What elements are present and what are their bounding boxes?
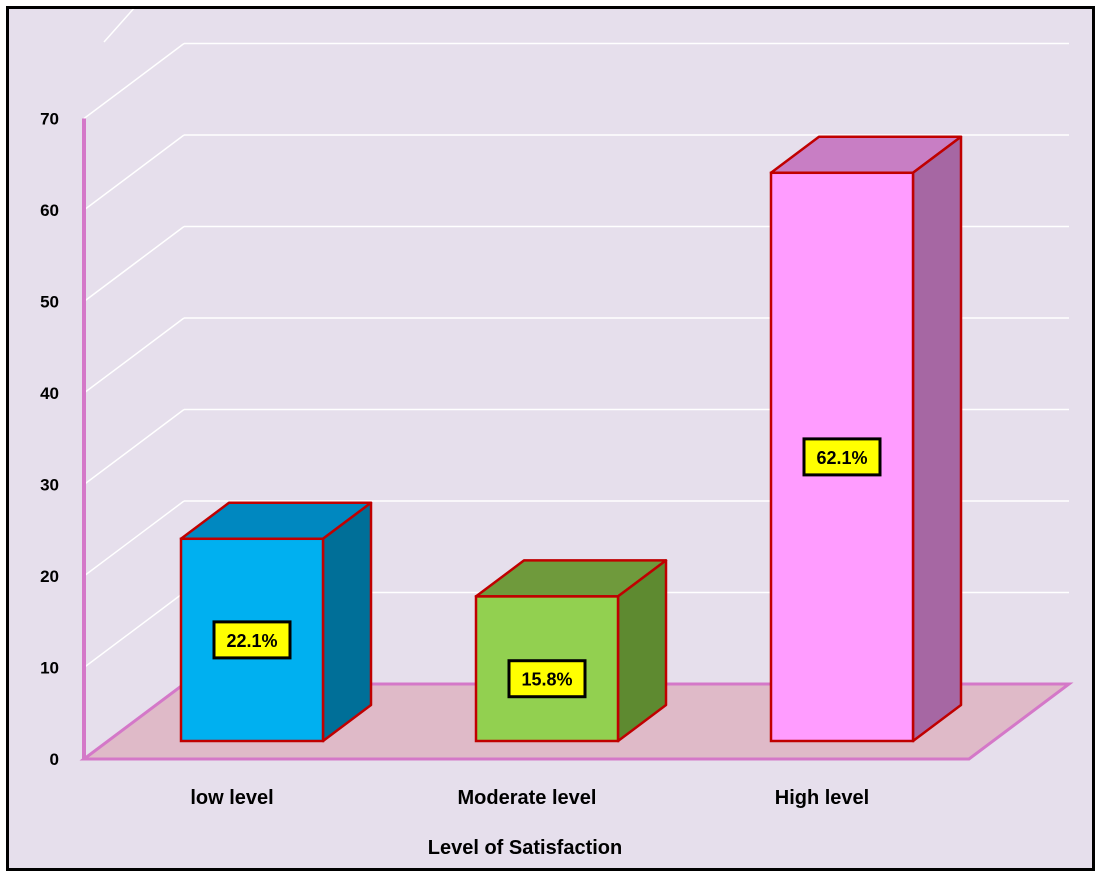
gridline-diagonal bbox=[83, 500, 185, 577]
bar bbox=[474, 559, 668, 743]
data-label: 15.8% bbox=[507, 659, 587, 699]
y-axis: 0 10 20 30 40 50 60 70 bbox=[40, 110, 86, 769]
bar bbox=[769, 135, 963, 743]
bar-side-face bbox=[911, 135, 963, 743]
gridline-diagonal bbox=[103, 9, 135, 43]
y-tick-label: 10 bbox=[40, 659, 59, 678]
y-tick-label: 30 bbox=[40, 476, 59, 495]
x-axis-labels: low level Moderate level High level bbox=[190, 787, 869, 809]
y-tick-label: 70 bbox=[40, 110, 59, 129]
gridline-diagonal bbox=[83, 42, 185, 120]
gridline-diagonal bbox=[83, 591, 185, 669]
x-tick-label: low level bbox=[190, 787, 273, 809]
data-label-box bbox=[507, 659, 587, 699]
y-tick-label: 50 bbox=[40, 293, 59, 312]
y-tick-label: 40 bbox=[40, 384, 59, 403]
chart-frame: 0 10 20 30 40 50 60 70 22.1% 15.8% 62.1% low leve… bbox=[6, 6, 1095, 871]
gridline-diagonal bbox=[83, 225, 185, 303]
data-label: 62.1% bbox=[802, 437, 882, 477]
bar-front-face bbox=[769, 171, 915, 743]
y-tick-label: 20 bbox=[40, 567, 59, 586]
data-label-text: 22.1% bbox=[226, 631, 277, 651]
data-label-text: 62.1% bbox=[816, 448, 867, 468]
data-label: 22.1% bbox=[212, 620, 292, 660]
bars bbox=[179, 135, 963, 743]
data-label-box bbox=[212, 620, 292, 660]
data-labels: 22.1% 15.8% 62.1% bbox=[212, 437, 882, 699]
data-label-box bbox=[802, 437, 882, 477]
gridline-diagonal bbox=[83, 317, 185, 394]
x-tick-label: Moderate level bbox=[458, 787, 597, 809]
y-tick-label: 60 bbox=[40, 201, 59, 220]
data-label-text: 15.8% bbox=[521, 670, 572, 690]
gridline-diagonal bbox=[83, 408, 185, 486]
x-tick-label: High level bbox=[775, 787, 869, 809]
bar-side-face bbox=[321, 501, 373, 743]
gridline-diagonal bbox=[83, 134, 185, 211]
x-axis-title: Level of Satisfaction bbox=[428, 837, 623, 859]
y-tick-label: 0 bbox=[50, 750, 59, 769]
bar-chart: 0 10 20 30 40 50 60 70 22.1% 15.8% 62.1% low leve… bbox=[40, 9, 1074, 859]
